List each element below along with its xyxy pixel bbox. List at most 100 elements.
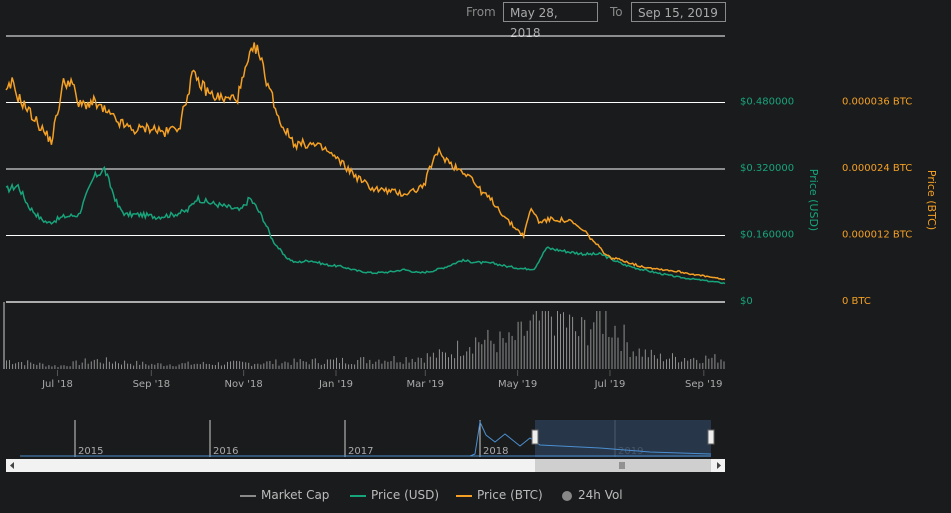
- volume-bar: [308, 364, 310, 369]
- btc-tick-label: 0.000012 BTC: [842, 230, 912, 241]
- scroll-right-arrow-icon[interactable]: [717, 462, 721, 469]
- volume-bar: [557, 311, 558, 369]
- volume-bar: [199, 364, 201, 369]
- volume-bar: [550, 316, 552, 369]
- volume-bar: [435, 357, 437, 369]
- from-date-input[interactable]: May 28, 2018: [503, 2, 598, 40]
- volume-bar: [115, 361, 116, 369]
- x-tick-label: May '19: [498, 379, 537, 390]
- volume-bar: [202, 361, 204, 369]
- volume-bar: [581, 317, 583, 369]
- volume-bar: [481, 344, 483, 369]
- volume-bar: [723, 361, 725, 369]
- volume-bar: [333, 359, 334, 369]
- volume-bar: [441, 351, 443, 369]
- volume-bar: [363, 357, 365, 369]
- volume-bar: [6, 360, 7, 369]
- volume-bar: [675, 356, 676, 369]
- volume-bar: [647, 357, 649, 369]
- legend-item-24h-vol[interactable]: 24h Vol: [562, 488, 623, 502]
- legend-label: Market Cap: [261, 488, 330, 502]
- volume-bar: [184, 363, 186, 369]
- volume-bar: [163, 366, 165, 369]
- volume-bar: [544, 311, 546, 369]
- volume-bar: [99, 362, 101, 369]
- volume-bar: [626, 342, 628, 369]
- legend: Market Cap Price (USD) Price (BTC) 24h V…: [0, 486, 951, 506]
- volume-bar: [402, 363, 404, 369]
- volume-bar: [36, 364, 38, 369]
- to-date-input[interactable]: Sep 15, 2019: [631, 2, 726, 22]
- volume-bar: [220, 365, 222, 369]
- volume-bar: [172, 366, 174, 369]
- volume-bar: [69, 366, 71, 369]
- volume-bar: [278, 365, 280, 369]
- volume-bar: [24, 365, 26, 369]
- navigator[interactable]: 20152016201720182019: [6, 420, 725, 472]
- volume-bar: [699, 363, 701, 369]
- legend-item-price-btc[interactable]: Price (BTC): [456, 488, 543, 502]
- volume-bar: [72, 361, 74, 369]
- volume-bar: [33, 363, 35, 369]
- legend-item-market-cap[interactable]: Market Cap: [240, 488, 329, 502]
- scrollbar-thumb[interactable]: [535, 459, 711, 472]
- volume-bar: [623, 324, 625, 369]
- volume-bar: [578, 336, 580, 369]
- volume-bar: [133, 365, 135, 369]
- volume-bar: [45, 366, 47, 369]
- volume-bar: [684, 358, 686, 369]
- volume-dot-icon: [562, 490, 572, 501]
- btc-tick-label: 0.000024 BTC: [842, 163, 912, 174]
- scroll-left-arrow-icon[interactable]: [10, 462, 14, 469]
- volume-bar: [317, 363, 319, 369]
- navigator-handle-icon[interactable]: [707, 429, 715, 445]
- volume-bar: [599, 311, 601, 369]
- volume-bar: [460, 356, 462, 369]
- volume-bar: [405, 357, 407, 369]
- volume-bar: [432, 352, 434, 369]
- volume-bar: [690, 359, 692, 369]
- volume-bar: [508, 332, 510, 369]
- volume-bar: [96, 359, 98, 369]
- usd-tick-label: $0.480000: [740, 97, 794, 108]
- volume-bar: [326, 359, 328, 369]
- legend-item-price-usd[interactable]: Price (USD): [350, 488, 439, 502]
- volume-bar: [66, 366, 68, 369]
- volume-bar: [554, 335, 555, 369]
- volume-bar: [136, 360, 138, 369]
- volume-bar: [375, 361, 377, 369]
- grid-lines: [6, 35, 725, 303]
- price-chart[interactable]: $0 $0.160000 $0.320000 $0.480000 0 BTC 0.0000…: [0, 30, 951, 510]
- volume-bar: [281, 363, 283, 369]
- volume-bar: [635, 356, 637, 369]
- volume-bar: [193, 364, 195, 369]
- volume-bar: [662, 361, 664, 369]
- volume-bar: [711, 357, 713, 369]
- axes-labels: $0 $0.160000 $0.320000 $0.480000 0 BTC 0.0000…: [41, 97, 938, 391]
- volume-bar: [656, 358, 658, 369]
- usd-tick-label: $0: [740, 296, 753, 307]
- volume-bar: [529, 320, 531, 369]
- volume-bar: [484, 339, 486, 369]
- volume-bar: [148, 365, 150, 369]
- volume-bar: [299, 359, 301, 369]
- navigator-handle-icon[interactable]: [531, 429, 539, 445]
- volume-bar: [708, 358, 710, 369]
- volume-bar: [27, 360, 29, 369]
- volume-bar: [384, 360, 386, 369]
- volume-bar: [18, 362, 20, 369]
- volume-bar: [490, 340, 492, 369]
- btc-axis-title: Price (BTC): [925, 170, 938, 230]
- volume-bar: [320, 364, 322, 369]
- volume-bar: [566, 327, 568, 369]
- volume-bar: [672, 353, 673, 369]
- volume-bar: [345, 363, 347, 369]
- volume-bar: [702, 362, 704, 369]
- volume-bar: [214, 365, 216, 369]
- volume-bar: [496, 352, 498, 369]
- volume-bar: [511, 335, 513, 369]
- to-label: To: [610, 5, 623, 19]
- volume-bar: [414, 362, 416, 369]
- series-lines: [5, 42, 726, 285]
- volume-bar: [520, 321, 522, 369]
